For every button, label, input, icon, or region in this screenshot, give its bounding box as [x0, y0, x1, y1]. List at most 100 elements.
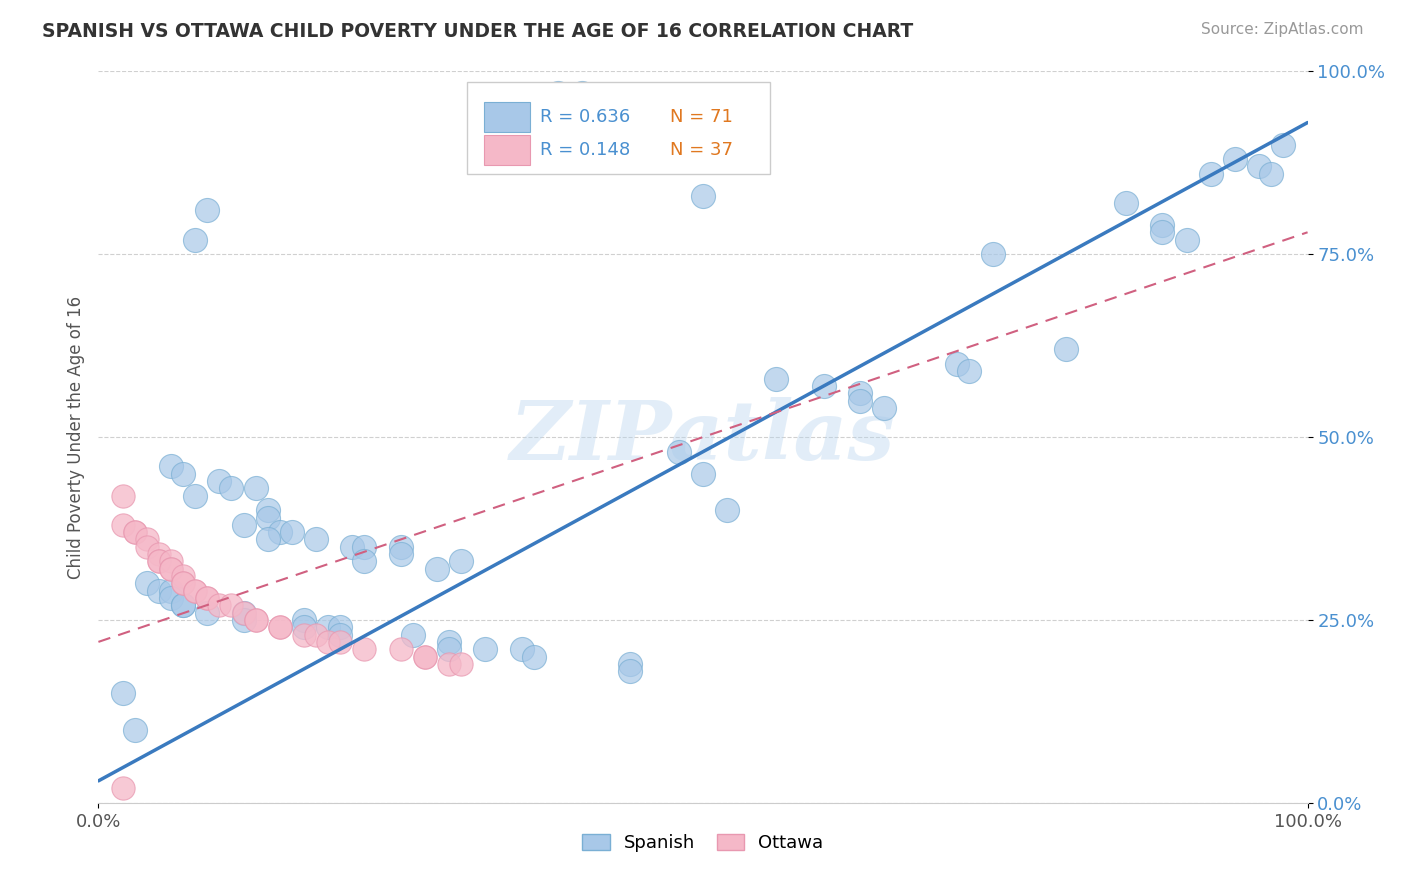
- Point: [232, 606, 254, 620]
- Point: [437, 635, 460, 649]
- Y-axis label: Child Poverty Under the Age of 16: Child Poverty Under the Age of 16: [66, 295, 84, 579]
- Point: [195, 203, 218, 218]
- Point: [111, 686, 134, 700]
- Point: [413, 649, 436, 664]
- Point: [1260, 167, 1282, 181]
- Point: [148, 554, 170, 568]
- Point: [160, 459, 183, 474]
- Point: [1054, 343, 1077, 357]
- Point: [329, 627, 352, 641]
- Point: [232, 517, 254, 532]
- Point: [692, 188, 714, 202]
- Point: [172, 576, 194, 591]
- Point: [292, 620, 315, 634]
- Point: [1152, 225, 1174, 239]
- Point: [523, 649, 546, 664]
- Text: R = 0.148: R = 0.148: [540, 141, 630, 159]
- FancyBboxPatch shape: [467, 82, 769, 174]
- Point: [668, 444, 690, 458]
- Point: [245, 613, 267, 627]
- Point: [124, 723, 146, 737]
- Point: [195, 591, 218, 605]
- Point: [1115, 196, 1137, 211]
- Point: [873, 401, 896, 415]
- Point: [571, 87, 593, 101]
- Point: [389, 642, 412, 657]
- Text: N = 37: N = 37: [671, 141, 734, 159]
- Point: [195, 591, 218, 605]
- Point: [172, 467, 194, 481]
- Point: [184, 583, 207, 598]
- Point: [981, 247, 1004, 261]
- Point: [292, 627, 315, 641]
- Point: [160, 554, 183, 568]
- Point: [148, 583, 170, 598]
- Point: [148, 554, 170, 568]
- Point: [353, 642, 375, 657]
- Point: [619, 664, 641, 678]
- Point: [946, 357, 969, 371]
- Point: [716, 503, 738, 517]
- Point: [208, 474, 231, 488]
- Point: [353, 554, 375, 568]
- Point: [172, 569, 194, 583]
- Point: [184, 489, 207, 503]
- Point: [437, 657, 460, 671]
- Point: [160, 583, 183, 598]
- Point: [813, 379, 835, 393]
- Legend: Spanish, Ottawa: Spanish, Ottawa: [575, 827, 831, 860]
- Point: [329, 635, 352, 649]
- Point: [619, 657, 641, 671]
- Point: [849, 393, 872, 408]
- Point: [135, 533, 157, 547]
- Point: [135, 540, 157, 554]
- Point: [426, 562, 449, 576]
- Text: ZIPatlas: ZIPatlas: [510, 397, 896, 477]
- Point: [450, 554, 472, 568]
- Point: [245, 481, 267, 495]
- Point: [124, 525, 146, 540]
- Point: [1272, 137, 1295, 152]
- Point: [342, 540, 364, 554]
- Point: [450, 657, 472, 671]
- Point: [1199, 167, 1222, 181]
- Point: [172, 599, 194, 613]
- Point: [353, 540, 375, 554]
- Point: [1223, 152, 1246, 166]
- Point: [160, 562, 183, 576]
- Point: [269, 525, 291, 540]
- Point: [305, 627, 328, 641]
- Point: [547, 87, 569, 101]
- Text: R = 0.636: R = 0.636: [540, 109, 630, 127]
- Point: [208, 599, 231, 613]
- Point: [148, 547, 170, 561]
- Point: [160, 591, 183, 605]
- Point: [389, 540, 412, 554]
- Point: [316, 635, 339, 649]
- Point: [111, 781, 134, 796]
- Text: Source: ZipAtlas.com: Source: ZipAtlas.com: [1201, 22, 1364, 37]
- Point: [402, 627, 425, 641]
- Point: [160, 562, 183, 576]
- Point: [221, 481, 243, 495]
- Point: [184, 583, 207, 598]
- Point: [957, 364, 980, 378]
- Point: [269, 620, 291, 634]
- FancyBboxPatch shape: [484, 135, 530, 165]
- Point: [437, 642, 460, 657]
- Point: [124, 525, 146, 540]
- Point: [1249, 160, 1271, 174]
- Point: [256, 503, 278, 517]
- Point: [256, 533, 278, 547]
- Point: [111, 489, 134, 503]
- Point: [269, 620, 291, 634]
- Point: [245, 613, 267, 627]
- Point: [292, 613, 315, 627]
- Point: [281, 525, 304, 540]
- Point: [221, 599, 243, 613]
- Point: [474, 642, 496, 657]
- Point: [510, 642, 533, 657]
- Point: [256, 510, 278, 524]
- Text: SPANISH VS OTTAWA CHILD POVERTY UNDER THE AGE OF 16 CORRELATION CHART: SPANISH VS OTTAWA CHILD POVERTY UNDER TH…: [42, 22, 914, 41]
- Point: [329, 620, 352, 634]
